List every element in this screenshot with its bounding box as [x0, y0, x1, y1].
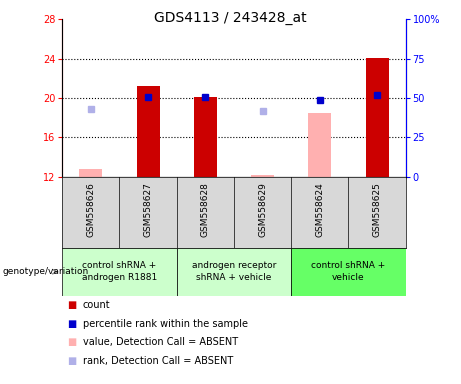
Text: ■: ■	[67, 337, 76, 347]
Text: GSM558628: GSM558628	[201, 182, 210, 237]
Text: control shRNA +
vehicle: control shRNA + vehicle	[311, 261, 385, 282]
Text: GDS4113 / 243428_at: GDS4113 / 243428_at	[154, 11, 307, 25]
Bar	[291, 248, 406, 296]
Bar	[136, 86, 160, 177]
Text: ■: ■	[67, 300, 76, 310]
Text: rank, Detection Call = ABSENT: rank, Detection Call = ABSENT	[83, 356, 233, 366]
Text: ■: ■	[67, 356, 76, 366]
Text: control shRNA +
androgen R1881: control shRNA + androgen R1881	[82, 261, 157, 282]
Bar	[308, 113, 331, 177]
Bar	[194, 97, 217, 177]
Text: GSM558624: GSM558624	[315, 182, 325, 237]
Bar	[251, 175, 274, 177]
Text: percentile rank within the sample: percentile rank within the sample	[83, 319, 248, 329]
Text: genotype/variation: genotype/variation	[2, 267, 89, 276]
Bar	[79, 169, 102, 177]
Text: count: count	[83, 300, 111, 310]
Bar	[366, 58, 389, 177]
Bar	[62, 248, 177, 296]
Text: GSM558625: GSM558625	[372, 182, 382, 237]
Bar	[177, 248, 291, 296]
Text: ■: ■	[67, 319, 76, 329]
Text: GSM558626: GSM558626	[86, 182, 95, 237]
Text: value, Detection Call = ABSENT: value, Detection Call = ABSENT	[83, 337, 238, 347]
Text: GSM558629: GSM558629	[258, 182, 267, 237]
Text: androgen receptor
shRNA + vehicle: androgen receptor shRNA + vehicle	[192, 261, 276, 282]
Text: GSM558627: GSM558627	[143, 182, 153, 237]
